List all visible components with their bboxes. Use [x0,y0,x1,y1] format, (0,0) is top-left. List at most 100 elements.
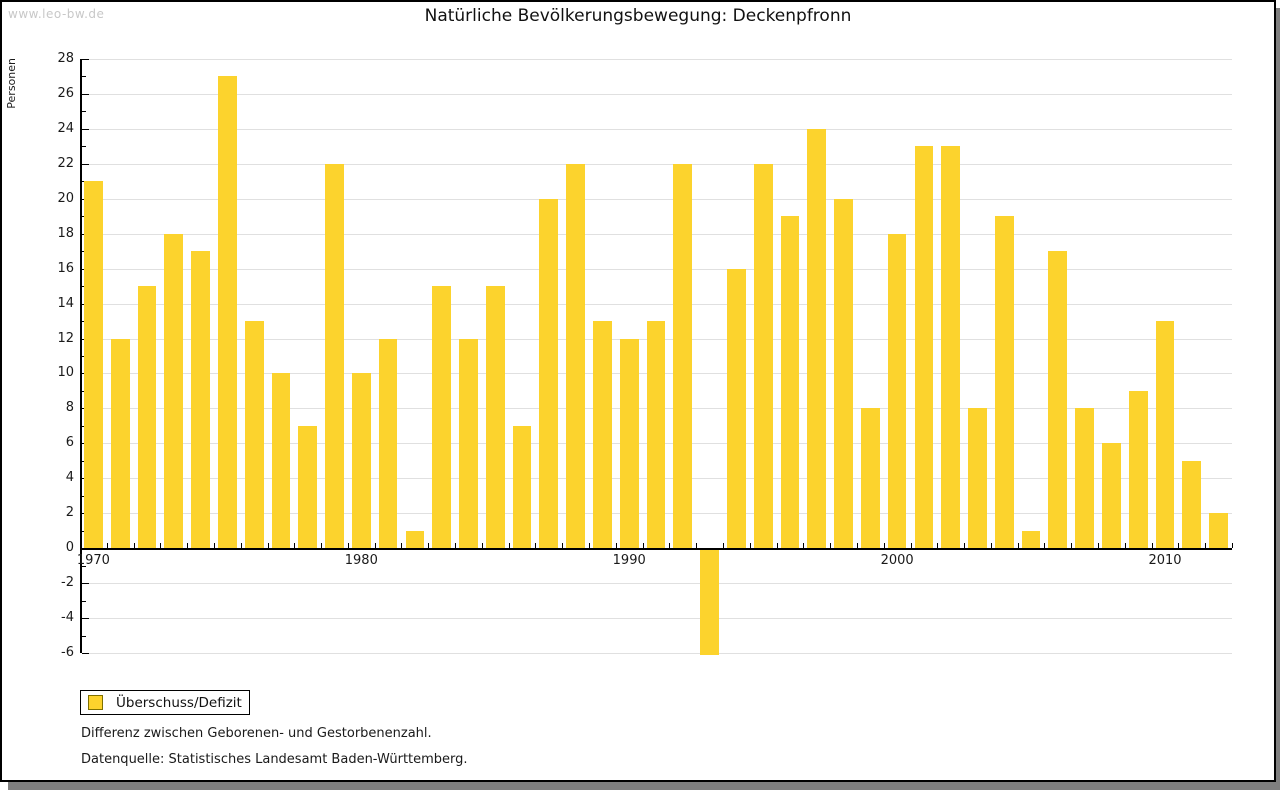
bar-1987 [539,198,559,549]
y-tick-label-12: 12 [57,330,74,346]
x-tick-15 [481,543,483,549]
gridline--6 [82,653,1232,654]
y-tick-label-8: 8 [65,400,74,416]
x-tick-32 [937,543,939,549]
y-tick-label--4: -4 [61,610,74,626]
y-tick-label-14: 14 [57,295,74,311]
y-tick-label-0: 0 [65,540,74,556]
bar-1997 [807,128,827,549]
gridline--4 [82,618,1232,620]
bar-2001 [914,146,934,549]
gridline-16 [82,268,1232,270]
x-tick-4 [187,543,189,549]
x-tick-14 [455,543,457,549]
y-tick-label-20: 20 [57,190,74,206]
x-tick-12 [401,543,403,549]
y-tick-minor-15 [82,286,86,288]
x-tick-11 [374,543,376,549]
x-tick-7 [267,543,269,549]
x-tick-label-2010: 2010 [1148,553,1182,569]
bar-1990 [619,338,639,549]
bar-1986 [512,425,532,549]
x-tick-label-1980: 1980 [344,553,378,569]
bar-2003 [968,408,987,549]
y-tick-label-24: 24 [57,120,74,136]
gridline-20 [82,198,1232,200]
x-tick-17 [535,543,537,549]
x-tick-22 [669,543,671,549]
y-tick-minor--1 [82,565,86,567]
legend-box: Überschuss/Defizit [80,690,250,715]
x-tick-21 [642,543,644,549]
x-tick-41 [1178,543,1180,549]
x-tick-10 [347,543,349,549]
bar-1978 [298,425,318,549]
x-tick-36 [1044,543,1046,549]
bar-2007 [1075,408,1095,549]
bar-1973 [164,233,184,549]
y-tick-label-22: 22 [57,155,74,171]
y-tick-label-4: 4 [65,470,74,486]
chart-title: Natürliche Bevölkerungsbewegung: Deckenp… [424,6,852,26]
bar-1979 [325,163,344,549]
gridline-26 [82,93,1232,95]
bar-2005 [1021,530,1041,549]
x-tick-29 [856,543,858,549]
y-tick-label-6: 6 [65,435,74,451]
y-tick-label-16: 16 [57,260,74,276]
y-tick-label-28: 28 [57,51,74,66]
bar-1995 [753,163,773,549]
x-tick-1 [106,543,108,549]
y-tick-label-2: 2 [65,505,74,521]
x-tick-24 [722,543,724,549]
x-tick-16 [508,543,510,549]
x-tick-9 [321,543,323,549]
bar-1983 [432,286,452,549]
x-tick-35 [1017,543,1019,549]
y-tick-major--6 [82,653,89,654]
gridline-18 [82,233,1232,235]
x-tick-label-1970: 1970 [76,553,110,569]
y-tick-minor-7 [82,425,86,427]
y-tick-label--2: -2 [61,575,74,591]
x-tick-43 [1232,543,1233,549]
y-tick-minor-5 [82,460,86,462]
bar-1981 [378,338,398,549]
y-tick-minor-25 [82,111,86,113]
x-tick-40 [1151,543,1153,549]
y-tick-major--4 [82,618,89,620]
plot-area: -6 -4 -2 0 2 4 6 8 10 12 14 16 18 20 22 24 26 28 1970 1980 1… [57,51,1233,660]
bar-1982 [405,530,425,549]
gridline-22 [82,163,1232,165]
y-tick-minor--3 [82,600,86,602]
x-tick-label-2000: 2000 [880,553,914,569]
y-tick-minor-17 [82,251,86,253]
y-tick-label-18: 18 [57,225,74,241]
x-tick-28 [830,543,832,549]
bar-2012 [1209,513,1228,549]
x-tick-31 [910,543,912,549]
y-tick-major-24 [82,128,89,130]
x-tick-13 [428,543,430,549]
bar-1970 [84,181,103,549]
bar-1972 [137,286,157,549]
gridline-14 [82,303,1232,305]
x-tick-26 [776,543,778,549]
bar-1985 [485,286,505,549]
y-tick-label--6: -6 [61,645,74,660]
bar-1984 [459,338,478,549]
bar-2010 [1155,321,1175,549]
bar-1977 [271,373,291,549]
y-tick-minor-23 [82,146,86,148]
y-tick-major-22 [82,163,89,165]
bar-1976 [244,321,264,549]
x-tick-42 [1205,543,1207,549]
watermark-leo-bw: www.leo-bw.de [8,7,105,21]
x-tick-25 [749,543,751,549]
x-tick-37 [1071,543,1073,549]
legend-color-swatch [88,695,103,710]
bar-1993 [700,550,719,655]
x-tick-27 [803,543,805,549]
bar-1999 [860,408,880,549]
